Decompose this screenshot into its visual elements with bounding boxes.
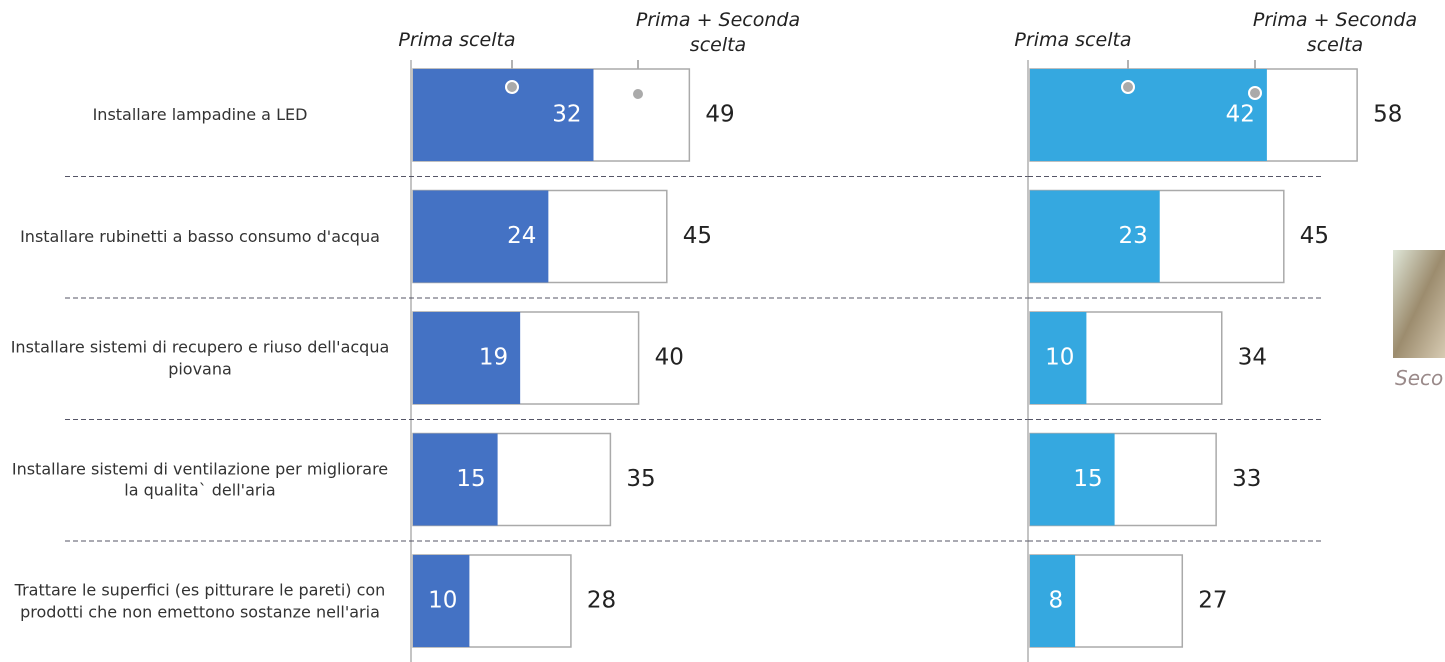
legend-first: Prima scelta	[398, 29, 516, 51]
value-label: 32	[552, 102, 581, 128]
value-label: 34	[1238, 345, 1267, 371]
first-bar	[1030, 555, 1076, 647]
category-label: Trattare le superfici (es pitturare le p…	[14, 580, 386, 621]
first-bar	[413, 312, 521, 404]
value-label: 42	[1226, 102, 1255, 128]
value-label: 49	[705, 102, 734, 128]
value-label: 10	[1045, 345, 1074, 371]
legend-first: Prima scelta	[1014, 29, 1132, 51]
value-label: 10	[428, 588, 457, 614]
legend-dot	[631, 87, 645, 101]
value-label: 45	[683, 223, 712, 249]
first-bar	[413, 555, 470, 647]
value-label: 45	[1300, 223, 1329, 249]
category-label: Installare sistemi di recupero e riuso d…	[10, 337, 390, 378]
value-label: 15	[1073, 466, 1102, 492]
first-bar	[413, 190, 549, 283]
legend-total: Prima + Seconda scelta	[1252, 9, 1418, 56]
first-bar	[1030, 69, 1267, 161]
legend-total: Prima + Seconda scelta	[635, 9, 801, 56]
value-label: 19	[479, 345, 508, 371]
first-bar	[1030, 190, 1160, 283]
value-label: 33	[1232, 466, 1261, 492]
first-bar	[413, 69, 594, 161]
value-label: 24	[507, 223, 536, 249]
value-label: 35	[626, 466, 655, 492]
side-image	[1393, 250, 1445, 358]
value-label: 27	[1198, 588, 1227, 614]
category-label: Installare lampadine a LED	[92, 105, 308, 125]
first-bar	[1030, 312, 1087, 404]
value-label: 15	[456, 466, 485, 492]
value-label: 23	[1118, 223, 1147, 249]
value-label: 28	[587, 588, 616, 614]
value-label: 40	[655, 345, 684, 371]
first-bar	[1030, 433, 1115, 526]
first-bar	[413, 433, 498, 526]
image-caption: Seco	[1395, 366, 1444, 390]
category-label: Installare rubinetti a basso consumo d'a…	[20, 226, 380, 246]
legend-dot	[1248, 86, 1262, 100]
legend-dot	[505, 80, 519, 94]
category-label: Installare sistemi di ventilazione per m…	[11, 458, 389, 500]
value-label: 8	[1048, 588, 1063, 614]
value-label: 58	[1373, 102, 1402, 128]
legend-dot	[1121, 80, 1135, 94]
